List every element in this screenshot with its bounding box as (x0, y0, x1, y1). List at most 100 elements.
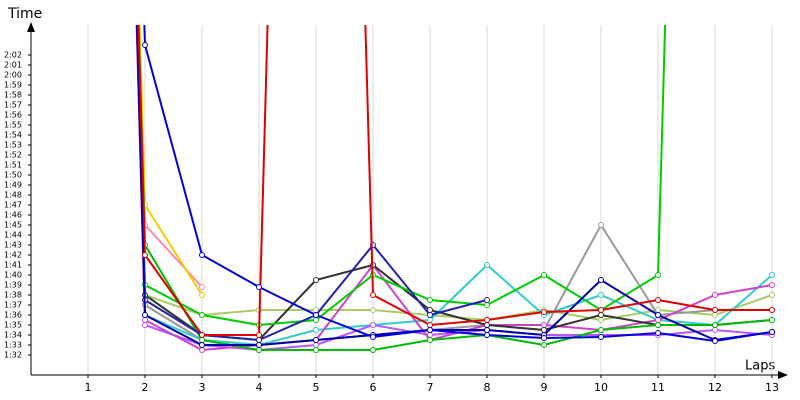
point-marker (256, 337, 262, 343)
y-tick-label: 1:45 (4, 221, 22, 230)
point-marker (313, 347, 319, 353)
y-tick-label: 1:50 (4, 171, 22, 180)
y-tick-label: 1:44 (4, 231, 22, 240)
y-tick-label: 1:46 (4, 211, 22, 220)
point-marker (313, 342, 319, 348)
y-tick-label: 1:49 (4, 181, 22, 190)
point-marker (598, 307, 604, 313)
point-marker (256, 284, 262, 290)
point-marker (484, 332, 490, 338)
y-tick-label: 1:55 (4, 121, 22, 130)
point-marker (598, 317, 604, 323)
point-marker (712, 307, 718, 313)
point-marker (142, 312, 148, 318)
y-tick-label: 1:48 (4, 191, 22, 200)
y-tick-label: 1:39 (4, 281, 22, 290)
x-tick-label: 5 (313, 381, 320, 394)
y-tick-label: 1:32 (4, 351, 22, 360)
point-marker (142, 317, 148, 323)
x-axis-label: Laps (745, 359, 775, 374)
point-marker (370, 292, 376, 298)
x-tick-label: 4 (256, 381, 263, 394)
point-marker (370, 334, 376, 340)
x-tick-label: 6 (370, 381, 377, 394)
point-marker (712, 338, 718, 344)
x-tick-label: 3 (199, 381, 206, 394)
y-tick-label: 1:34 (4, 331, 22, 340)
point-marker (541, 327, 547, 333)
x-tick-label: 2 (142, 381, 149, 394)
point-marker (712, 312, 718, 318)
y-axis-label: Time (7, 6, 42, 22)
point-marker (541, 309, 547, 315)
point-marker (712, 327, 718, 333)
point-marker (655, 297, 661, 303)
y-tick-label: 1:41 (4, 261, 22, 270)
point-marker (199, 292, 205, 298)
x-tick-label: 8 (484, 381, 491, 394)
x-tick-label: 9 (541, 381, 548, 394)
point-marker (655, 272, 661, 278)
point-marker (199, 342, 205, 348)
point-marker (142, 42, 148, 48)
point-marker (199, 312, 205, 318)
point-marker (769, 307, 775, 313)
point-marker (313, 337, 319, 343)
point-marker (598, 222, 604, 228)
point-marker (199, 347, 205, 353)
series-line (136, 25, 667, 327)
y-tick-label: 1:52 (4, 151, 22, 160)
y-tick-label: 1:53 (4, 141, 22, 150)
y-tick-label: 1:54 (4, 131, 22, 140)
y-tick-label: 1:43 (4, 241, 22, 250)
point-marker (484, 322, 490, 328)
y-tick-label: 2:01 (4, 61, 22, 70)
point-marker (142, 322, 148, 328)
point-marker (313, 277, 319, 283)
point-marker (313, 327, 319, 333)
plot-area (135, 25, 775, 353)
point-marker (256, 347, 262, 353)
point-marker (199, 252, 205, 258)
point-marker (769, 272, 775, 278)
point-marker (427, 322, 433, 328)
point-marker (655, 322, 661, 328)
y-tick-label: 2:00 (4, 71, 22, 80)
x-axis-arrow (778, 371, 788, 379)
point-marker (598, 327, 604, 333)
point-marker (598, 292, 604, 298)
y-tick-label: 1:35 (4, 321, 22, 330)
y-tick-label: 1:51 (4, 161, 22, 170)
point-marker (712, 292, 718, 298)
point-marker (256, 342, 262, 348)
point-marker (484, 327, 490, 333)
y-tick-label: 1:38 (4, 291, 22, 300)
point-marker (427, 312, 433, 318)
y-axis-arrow (27, 22, 35, 32)
y-tick-label: 1:33 (4, 341, 22, 350)
point-marker (769, 317, 775, 323)
y-tick-label: 1:36 (4, 311, 22, 320)
y-tick-label: 1:59 (4, 81, 22, 90)
point-marker (541, 342, 547, 348)
x-tick-label: 10 (594, 381, 608, 394)
point-marker (541, 335, 547, 341)
point-marker (199, 284, 205, 290)
point-marker (427, 317, 433, 323)
point-marker (598, 334, 604, 340)
point-marker (655, 330, 661, 336)
point-marker (427, 337, 433, 343)
x-tick-label: 1 (85, 381, 92, 394)
point-marker (598, 312, 604, 318)
point-marker (313, 317, 319, 323)
point-marker (370, 347, 376, 353)
point-marker (769, 329, 775, 335)
point-marker (541, 272, 547, 278)
point-marker (313, 312, 319, 318)
y-tick-label: 1:47 (4, 201, 22, 210)
x-tick-label: 7 (427, 381, 434, 394)
point-marker (712, 322, 718, 328)
point-marker (769, 282, 775, 288)
y-tick-label: 1:58 (4, 91, 22, 100)
